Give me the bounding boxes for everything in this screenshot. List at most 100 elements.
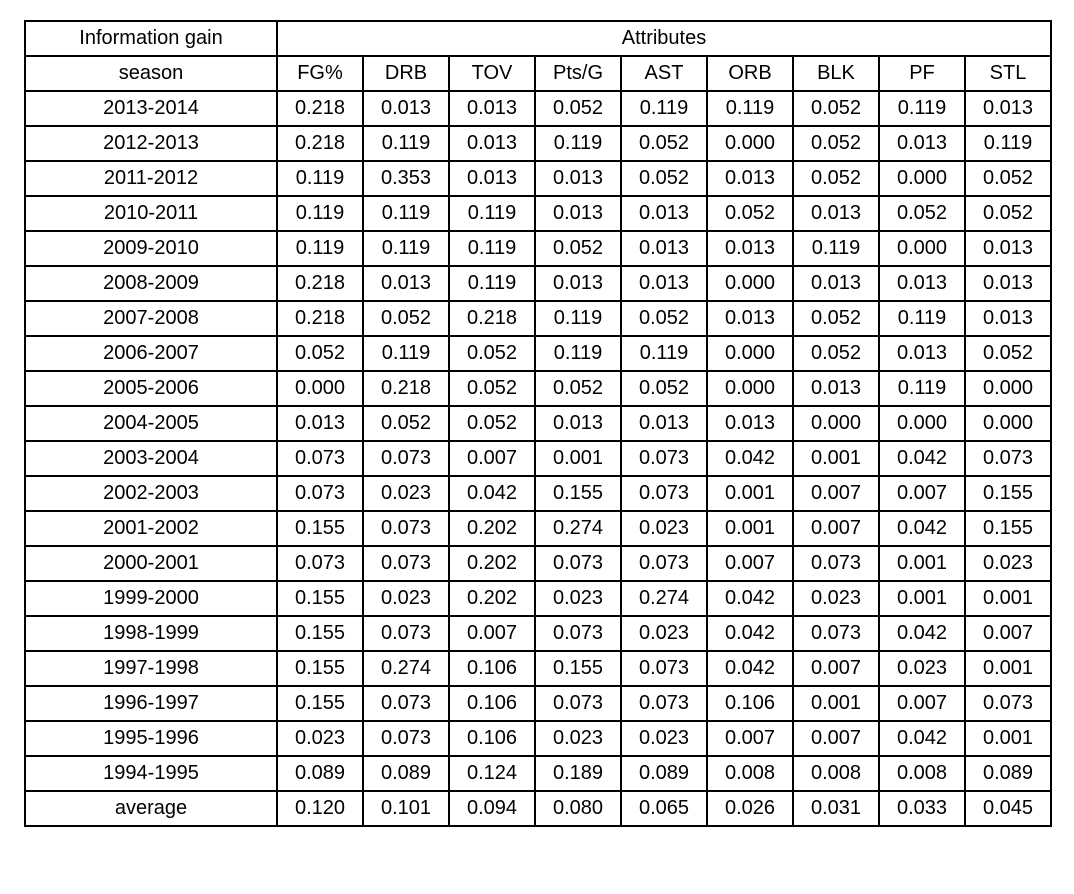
table-row: 2005-2006 0.000 0.218 0.052 0.052 0.052 0.000 0… — [24, 370, 1052, 407]
value-cell: 0.008 — [792, 755, 880, 792]
value-cell: 0.155 — [276, 615, 364, 652]
value-cell: 0.023 — [362, 580, 450, 617]
value-cell: 0.023 — [620, 615, 708, 652]
value-cell: 0.052 — [362, 300, 450, 337]
value-cell: 0.000 — [792, 405, 880, 442]
season-cell: 2001-2002 — [24, 510, 278, 547]
value-cell: 0.001 — [964, 580, 1052, 617]
value-cell: 0.000 — [964, 405, 1052, 442]
table-row: 2011-2012 0.119 0.353 0.013 0.013 0.052 0.013 0… — [24, 160, 1052, 197]
table-row: 2000-2001 0.073 0.073 0.202 0.073 0.073 0.007 0… — [24, 545, 1052, 582]
season-cell: 2007-2008 — [24, 300, 278, 337]
season-cell: 2003-2004 — [24, 440, 278, 477]
value-cell: 0.119 — [362, 230, 450, 267]
value-cell: 0.001 — [878, 580, 966, 617]
table-row: 1997-1998 0.155 0.274 0.106 0.155 0.073 0.042 0… — [24, 650, 1052, 687]
value-cell: 0.023 — [878, 650, 966, 687]
value-cell: 0.000 — [706, 125, 794, 162]
value-cell: 0.013 — [448, 160, 536, 197]
table-row: 2010-2011 0.119 0.119 0.119 0.013 0.013 0.052 0… — [24, 195, 1052, 232]
value-cell: 0.073 — [534, 685, 622, 722]
column-header: Pts/G — [534, 55, 622, 92]
value-cell: 0.001 — [534, 440, 622, 477]
value-cell: 0.001 — [964, 720, 1052, 757]
table-row: 1994-1995 0.089 0.089 0.124 0.189 0.089 0.008 0… — [24, 755, 1052, 792]
information-gain-table: Information gain Attributes season FG% DR… — [24, 20, 1052, 827]
value-cell: 0.119 — [448, 265, 536, 302]
value-cell: 0.007 — [706, 720, 794, 757]
value-cell: 0.101 — [362, 790, 450, 827]
table-row: 2004-2005 0.013 0.052 0.052 0.013 0.013 0.013 0… — [24, 405, 1052, 442]
average-row: average 0.120 0.101 0.094 0.080 0.065 0.026 0.0… — [24, 790, 1052, 827]
value-cell: 0.023 — [362, 475, 450, 512]
value-cell: 0.000 — [276, 370, 364, 407]
value-cell: 0.023 — [620, 720, 708, 757]
value-cell: 0.052 — [448, 405, 536, 442]
value-cell: 0.007 — [792, 475, 880, 512]
value-cell: 0.052 — [534, 90, 622, 127]
table-row: 2006-2007 0.052 0.119 0.052 0.119 0.119 0.000 0… — [24, 335, 1052, 372]
table-row: 1998-1999 0.155 0.073 0.007 0.073 0.023 0.042 0… — [24, 615, 1052, 652]
value-cell: 0.042 — [706, 580, 794, 617]
value-cell: 0.013 — [964, 230, 1052, 267]
value-cell: 0.007 — [448, 440, 536, 477]
value-cell: 0.155 — [534, 650, 622, 687]
value-cell: 0.052 — [878, 195, 966, 232]
value-cell: 0.013 — [706, 230, 794, 267]
season-cell: 2006-2007 — [24, 335, 278, 372]
value-cell: 0.073 — [362, 510, 450, 547]
value-cell: 0.052 — [706, 195, 794, 232]
value-cell: 0.073 — [362, 545, 450, 582]
column-header: ORB — [706, 55, 794, 92]
value-cell: 0.119 — [878, 370, 966, 407]
season-cell: 1999-2000 — [24, 580, 278, 617]
value-cell: 0.218 — [362, 370, 450, 407]
value-cell: 0.073 — [620, 440, 708, 477]
value-cell: 0.155 — [534, 475, 622, 512]
table-body: Information gain Attributes season FG% DR… — [24, 20, 1052, 827]
value-cell: 0.013 — [706, 300, 794, 337]
value-cell: 0.119 — [534, 335, 622, 372]
value-cell: 0.007 — [878, 475, 966, 512]
value-cell: 0.042 — [706, 615, 794, 652]
value-cell: 0.065 — [620, 790, 708, 827]
season-cell: 2002-2003 — [24, 475, 278, 512]
value-cell: 0.089 — [362, 755, 450, 792]
value-cell: 0.042 — [878, 440, 966, 477]
value-cell: 0.023 — [620, 510, 708, 547]
value-cell: 0.013 — [620, 405, 708, 442]
value-cell: 0.073 — [792, 615, 880, 652]
value-cell: 0.013 — [964, 300, 1052, 337]
value-cell: 0.218 — [276, 90, 364, 127]
value-cell: 0.013 — [792, 195, 880, 232]
value-cell: 0.073 — [964, 440, 1052, 477]
value-cell: 0.052 — [276, 335, 364, 372]
season-cell: 1996-1997 — [24, 685, 278, 722]
value-cell: 0.218 — [448, 300, 536, 337]
value-cell: 0.007 — [878, 685, 966, 722]
value-cell: 0.013 — [706, 405, 794, 442]
value-cell: 0.000 — [878, 405, 966, 442]
value-cell: 0.000 — [706, 265, 794, 302]
value-cell: 0.013 — [878, 125, 966, 162]
value-cell: 0.119 — [620, 90, 708, 127]
column-header: TOV — [448, 55, 536, 92]
value-cell: 0.080 — [534, 790, 622, 827]
value-cell: 0.052 — [534, 370, 622, 407]
value-cell: 0.001 — [792, 685, 880, 722]
value-cell: 0.052 — [792, 125, 880, 162]
value-cell: 0.013 — [534, 265, 622, 302]
table-row: 1995-1996 0.023 0.073 0.106 0.023 0.023 0.007 0… — [24, 720, 1052, 757]
season-cell: 1998-1999 — [24, 615, 278, 652]
table-row: 2008-2009 0.218 0.013 0.119 0.013 0.013 0.000 0… — [24, 265, 1052, 302]
column-header: STL — [964, 55, 1052, 92]
value-cell: 0.119 — [878, 90, 966, 127]
season-cell: 1995-1996 — [24, 720, 278, 757]
value-cell: 0.052 — [792, 300, 880, 337]
value-cell: 0.089 — [964, 755, 1052, 792]
value-cell: 0.073 — [362, 440, 450, 477]
value-cell: 0.013 — [362, 90, 450, 127]
value-cell: 0.119 — [534, 300, 622, 337]
value-cell: 0.073 — [362, 615, 450, 652]
value-cell: 0.013 — [620, 230, 708, 267]
